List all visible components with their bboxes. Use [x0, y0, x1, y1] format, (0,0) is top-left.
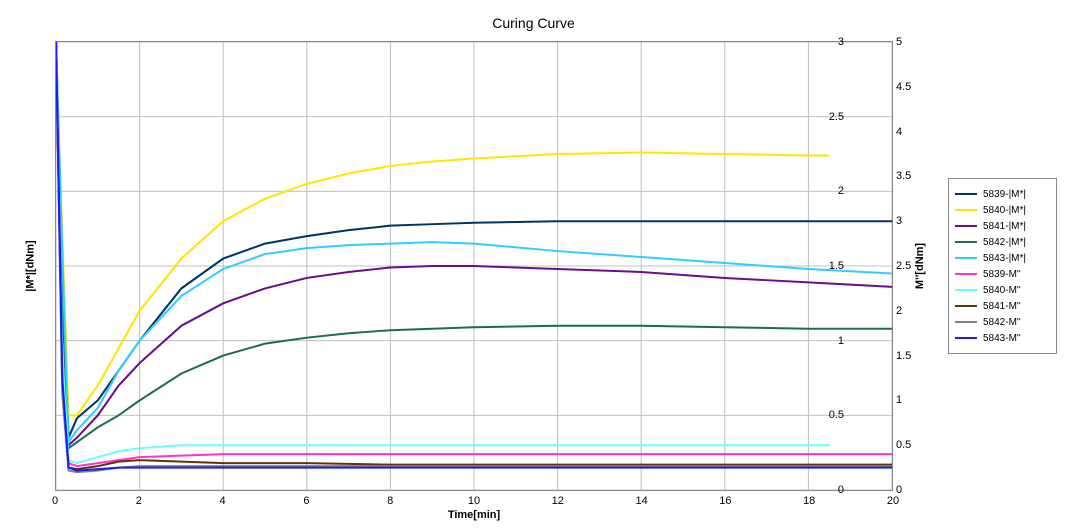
legend-label: 5841-M'' [983, 301, 1021, 312]
legend-item: 5841-|M*| [955, 219, 1050, 233]
legend-item: 5842-M'' [955, 315, 1050, 329]
legend-item: 5839-M'' [955, 267, 1050, 281]
y-left-tick-label: 1.5 [829, 260, 844, 272]
x-tick-label: 12 [552, 495, 564, 507]
x-tick-label: 18 [803, 495, 815, 507]
legend-item: 5840-|M*| [955, 203, 1050, 217]
y-axis-right-label: M''[dNm] [914, 243, 926, 289]
legend-item: 5841-M'' [955, 299, 1050, 313]
legend-swatch [955, 321, 977, 323]
legend: 5839-|M*| 5840-|M*| 5841-|M*| 5842-|M*| 5843… [948, 178, 1057, 354]
x-axis: Time[min] 02468101214161820 [55, 491, 893, 531]
x-tick-label: 6 [303, 495, 309, 507]
legend-label: 5840-|M*| [983, 205, 1026, 216]
chart-container: Curing Curve |M*|[dNm] 00.511.522.5300.5… [10, 10, 1057, 518]
legend-label: 5842-M'' [983, 317, 1021, 328]
legend-label: 5843-M'' [983, 333, 1021, 344]
legend-item: 5839-|M*| [955, 187, 1050, 201]
legend-swatch [955, 289, 977, 291]
series-5840-|M*| [56, 42, 829, 415]
y-left-tick-label: 3 [838, 36, 844, 48]
x-tick-label: 14 [635, 495, 647, 507]
legend-swatch [955, 273, 977, 275]
legend-swatch [955, 337, 977, 339]
plot-area: 00.511.522.5300.511.522.533.544.55 [55, 41, 893, 491]
series-5840-M'' [56, 42, 829, 463]
legend-item: 5840-M'' [955, 283, 1050, 297]
y-left-tick-label: 0.5 [829, 409, 844, 421]
x-tick-label: 2 [136, 495, 142, 507]
y-axis-right: M''[dNm] [893, 41, 938, 491]
legend-label: 5840-M'' [983, 285, 1021, 296]
legend-swatch [955, 225, 977, 227]
chart-body: |M*|[dNm] 00.511.522.5300.511.522.533.54… [10, 41, 1057, 491]
x-tick-label: 20 [887, 495, 899, 507]
y-left-tick-label: 2 [838, 185, 844, 197]
x-tick-label: 0 [52, 495, 58, 507]
legend-swatch [955, 257, 977, 259]
legend-label: 5839-M'' [983, 269, 1021, 280]
legend-item: 5843-M'' [955, 331, 1050, 345]
legend-swatch [955, 305, 977, 307]
legend-swatch [955, 209, 977, 211]
legend-label: 5843-|M*| [983, 253, 1026, 264]
x-tick-label: 4 [220, 495, 226, 507]
x-tick-label: 16 [719, 495, 731, 507]
y-axis-left: |M*|[dNm] [10, 41, 55, 491]
y-axis-left-label: |M*|[dNm] [25, 240, 37, 291]
x-tick-label: 8 [387, 495, 393, 507]
legend-swatch [955, 193, 977, 195]
legend-item: 5842-|M*| [955, 235, 1050, 249]
plot-svg [56, 42, 892, 490]
x-tick-label: 10 [468, 495, 480, 507]
legend-swatch [955, 241, 977, 243]
y-left-tick-label: 1 [838, 335, 844, 347]
legend-item: 5843-|M*| [955, 251, 1050, 265]
legend-label: 5842-|M*| [983, 237, 1026, 248]
legend-label: 5839-|M*| [983, 189, 1026, 200]
legend-label: 5841-|M*| [983, 221, 1026, 232]
y-left-tick-label: 2.5 [829, 111, 844, 123]
